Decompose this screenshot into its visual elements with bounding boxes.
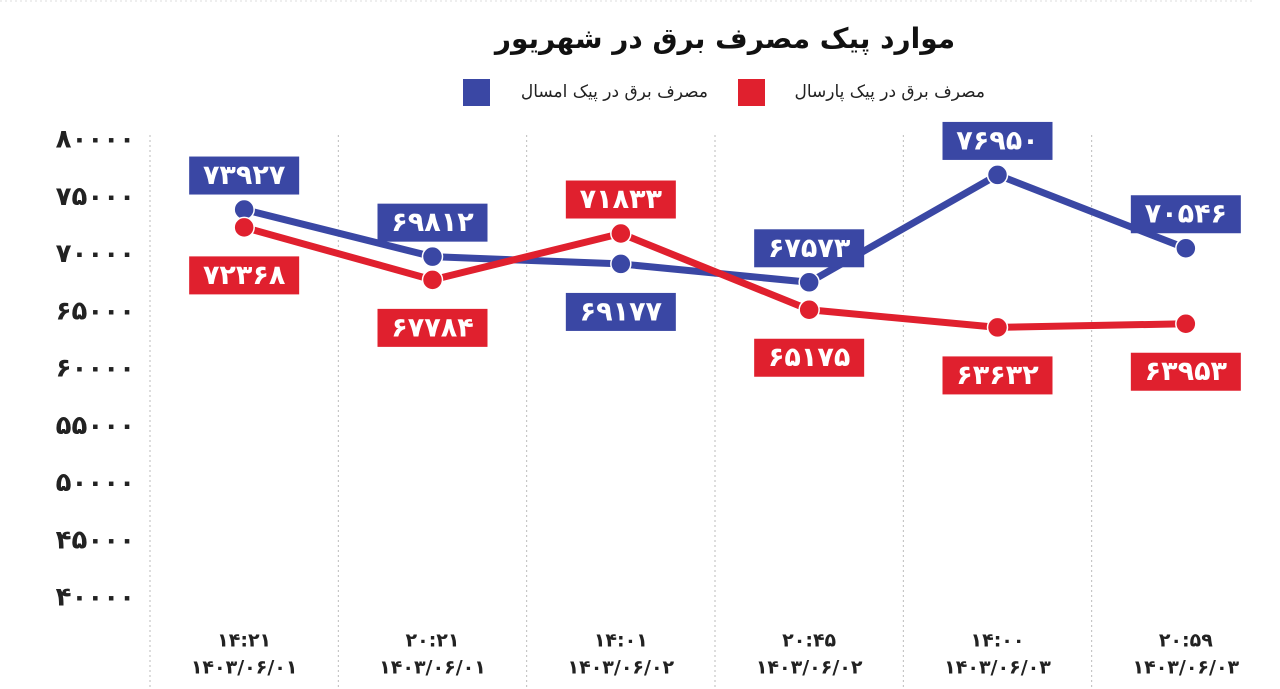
x-tick-time: ۲۰:۵۹ — [1159, 630, 1213, 652]
data-point — [610, 253, 632, 275]
value-label-text: ۶۹۸۱۲ — [391, 207, 474, 238]
series-line — [243, 224, 1186, 331]
chart-title: موارد پیک مصرف برق در شهریور — [493, 22, 955, 55]
value-label-text: ۶۷۵۷۳ — [768, 233, 851, 264]
data-point — [798, 271, 820, 294]
value-label: ۷۲۳۶۸ — [189, 256, 300, 295]
x-tick-time: ۲۰:۲۱ — [406, 630, 460, 652]
value-label-text: ۶۳۶۳۲ — [956, 360, 1039, 391]
value-label: ۷۱۸۳۳ — [565, 180, 676, 219]
value-label: ۶۳۶۳۲ — [942, 356, 1053, 395]
x-tick-time: ۲۰:۴۵ — [782, 630, 836, 652]
x-tick-time: ۱۴:۰۱ — [594, 630, 648, 652]
value-label-box — [942, 356, 1053, 395]
value-label: ۶۵۱۷۵ — [754, 338, 865, 377]
x-tick-date: ۱۴۰۳/۰۶/۰۱ — [191, 657, 298, 679]
y-tick-label: ۶۰۰۰۰ — [56, 354, 135, 384]
value-label-text: ۷۳۹۲۷ — [203, 160, 286, 191]
legend-swatch — [463, 79, 490, 106]
value-label-box — [189, 156, 300, 195]
data-point — [798, 298, 820, 321]
y-tick-label: ۶۵۰۰۰ — [56, 296, 135, 326]
value-label-box — [377, 308, 488, 347]
data-point — [1175, 237, 1197, 259]
value-label-text: ۶۳۹۵۳ — [1145, 356, 1228, 387]
x-tick-time: ۱۴:۲۱ — [217, 630, 271, 652]
data-point — [610, 222, 632, 245]
value-label: ۶۷۵۷۳ — [754, 229, 865, 268]
legend-swatch — [738, 79, 765, 106]
x-tick-date: ۱۴۰۳/۰۶/۰۲ — [568, 657, 675, 679]
data-point — [986, 164, 1009, 186]
y-tick-label: ۵۵۰۰۰ — [56, 411, 135, 441]
value-label-box — [189, 256, 300, 295]
value-label-box — [754, 229, 865, 268]
value-label-box — [565, 292, 676, 331]
data-point — [233, 216, 255, 239]
y-tick-label: ۸۰۰۰۰ — [56, 125, 135, 155]
data-point — [1175, 312, 1197, 335]
value-label: ۷۶۹۵۰ — [942, 121, 1053, 160]
value-label-box — [377, 203, 488, 242]
legend-label: مصرف برق در پیک پارسال — [794, 82, 985, 102]
value-label: ۶۹۱۷۷ — [565, 292, 676, 331]
x-tick-date: ۱۴۰۳/۰۶/۰۳ — [944, 657, 1051, 679]
legend-label: مصرف برق در پیک امسال — [521, 82, 708, 102]
value-label-box — [565, 180, 676, 219]
value-label-text: ۶۷۷۸۴ — [391, 312, 473, 343]
value-label: ۶۹۸۱۲ — [377, 203, 488, 242]
x-tick-date: ۱۴۰۳/۰۶/۰۱ — [379, 657, 486, 679]
value-label: ۷۳۹۲۷ — [189, 156, 300, 195]
y-tick-label: ۵۰۰۰۰ — [56, 468, 135, 498]
data-point — [421, 269, 444, 291]
value-label-text: ۷۱۸۳۳ — [580, 184, 663, 215]
legend: مصرف برق در پیک امسال مصرف برق در پیک پار… — [463, 79, 985, 106]
value-label-box — [942, 121, 1053, 160]
value-label-box — [1130, 352, 1241, 391]
value-label-box — [1130, 195, 1241, 234]
data-point — [986, 316, 1009, 339]
x-tick-date: ۱۴۰۳/۰۶/۰۲ — [756, 657, 863, 679]
value-label-text: ۶۵۱۷۵ — [768, 342, 850, 373]
value-label-text: ۷۰۵۴۶ — [1145, 199, 1227, 230]
y-tick-label: ۴۰۰۰۰ — [56, 583, 135, 613]
value-label: ۷۰۵۴۶ — [1130, 195, 1241, 234]
value-label: ۶۳۹۵۳ — [1130, 352, 1241, 391]
y-tick-label: ۷۰۰۰۰ — [56, 239, 135, 269]
value-label-text: ۶۹۱۷۷ — [580, 296, 663, 327]
y-tick-label: ۷۵۰۰۰ — [56, 182, 135, 212]
data-point — [421, 245, 444, 268]
value-label: ۶۷۷۸۴ — [377, 308, 488, 347]
x-tick-date: ۱۴۰۳/۰۶/۰۳ — [1133, 657, 1240, 679]
data-point — [233, 198, 255, 221]
x-tick-time: ۱۴:۰۰ — [971, 630, 1025, 652]
value-label-text: ۷۲۳۶۸ — [203, 260, 286, 291]
value-label-box — [754, 338, 865, 377]
y-tick-label: ۴۵۰۰۰ — [56, 525, 135, 555]
value-label-text: ۷۶۹۵۰ — [956, 125, 1038, 156]
